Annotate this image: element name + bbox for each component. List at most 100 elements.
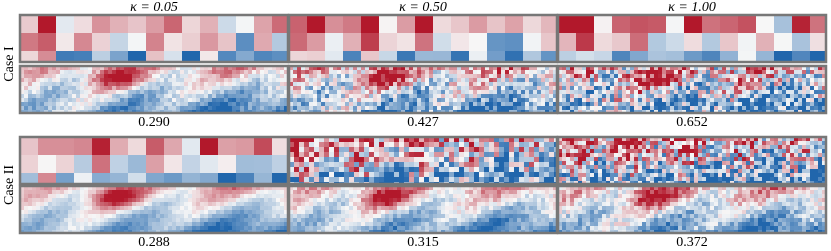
cell	[401, 218, 406, 223]
cell	[216, 222, 221, 227]
cell	[549, 172, 555, 178]
cell	[144, 194, 149, 199]
cell	[124, 194, 129, 199]
cell	[381, 106, 386, 111]
cell	[160, 210, 165, 215]
cell	[313, 70, 318, 75]
cell	[461, 210, 466, 215]
cell	[196, 82, 201, 87]
cell	[662, 90, 667, 95]
cell	[313, 94, 318, 99]
cell	[497, 94, 502, 99]
cell	[433, 78, 438, 83]
cell	[654, 86, 659, 91]
cell	[654, 141, 659, 146]
cell	[477, 190, 482, 195]
cell	[32, 70, 37, 75]
cell	[598, 86, 603, 91]
cell	[128, 202, 133, 207]
cell	[401, 86, 406, 91]
cell	[349, 167, 355, 173]
cell	[20, 155, 39, 174]
cell	[309, 70, 314, 75]
cell	[305, 222, 310, 227]
cell	[144, 226, 149, 231]
cell	[706, 70, 711, 75]
cell	[509, 102, 514, 107]
cell	[666, 86, 671, 91]
cell	[533, 74, 538, 79]
cell	[393, 198, 398, 203]
cell	[786, 141, 791, 146]
cell	[385, 202, 390, 207]
cell	[574, 102, 579, 107]
cell	[464, 167, 470, 173]
cell	[449, 222, 454, 227]
cell	[374, 177, 380, 183]
cell	[457, 214, 462, 219]
cell	[614, 102, 619, 107]
cell	[140, 198, 145, 203]
cell	[409, 74, 414, 79]
cell	[750, 141, 755, 146]
cell	[192, 194, 197, 199]
cell	[96, 214, 101, 219]
cell	[469, 106, 474, 111]
cell	[514, 162, 520, 168]
cell	[52, 206, 57, 211]
cell	[445, 214, 450, 219]
cell	[337, 74, 342, 79]
cell	[509, 90, 514, 95]
cell	[381, 210, 386, 215]
cell	[64, 202, 69, 207]
cell	[493, 98, 498, 103]
cell	[329, 190, 334, 195]
cell	[525, 70, 530, 75]
cell	[429, 172, 435, 178]
cell	[268, 218, 273, 223]
cell	[485, 74, 490, 79]
cell	[433, 190, 438, 195]
cell	[485, 102, 490, 107]
cell	[453, 82, 458, 87]
cell	[622, 70, 627, 75]
cell	[434, 142, 440, 148]
cell	[566, 98, 571, 103]
cell	[236, 106, 241, 111]
cell	[341, 90, 346, 95]
cell	[666, 74, 671, 79]
cell	[489, 142, 495, 148]
cell	[96, 194, 101, 199]
cell	[136, 74, 141, 79]
cell	[618, 90, 623, 95]
cell	[196, 206, 201, 211]
cell	[120, 218, 125, 223]
cell	[718, 90, 723, 95]
cell	[344, 152, 350, 158]
cell	[654, 78, 659, 83]
cell	[252, 194, 257, 199]
cell	[369, 142, 375, 148]
cell	[280, 202, 285, 207]
cell	[405, 78, 410, 83]
cell	[433, 194, 438, 199]
cell	[521, 90, 526, 95]
cell	[329, 206, 334, 211]
cell	[168, 210, 173, 215]
cell	[268, 86, 273, 91]
cell	[485, 190, 490, 195]
cell	[790, 141, 795, 146]
cell	[754, 78, 759, 83]
cell	[40, 194, 45, 199]
cell	[481, 202, 486, 207]
cell	[658, 86, 663, 91]
cell	[220, 98, 225, 103]
cell	[160, 70, 165, 75]
cell	[68, 86, 73, 91]
cell	[144, 210, 149, 215]
cell	[72, 206, 77, 211]
cell	[459, 142, 465, 148]
cell	[405, 106, 410, 111]
cell	[461, 90, 466, 95]
cell	[357, 94, 362, 99]
